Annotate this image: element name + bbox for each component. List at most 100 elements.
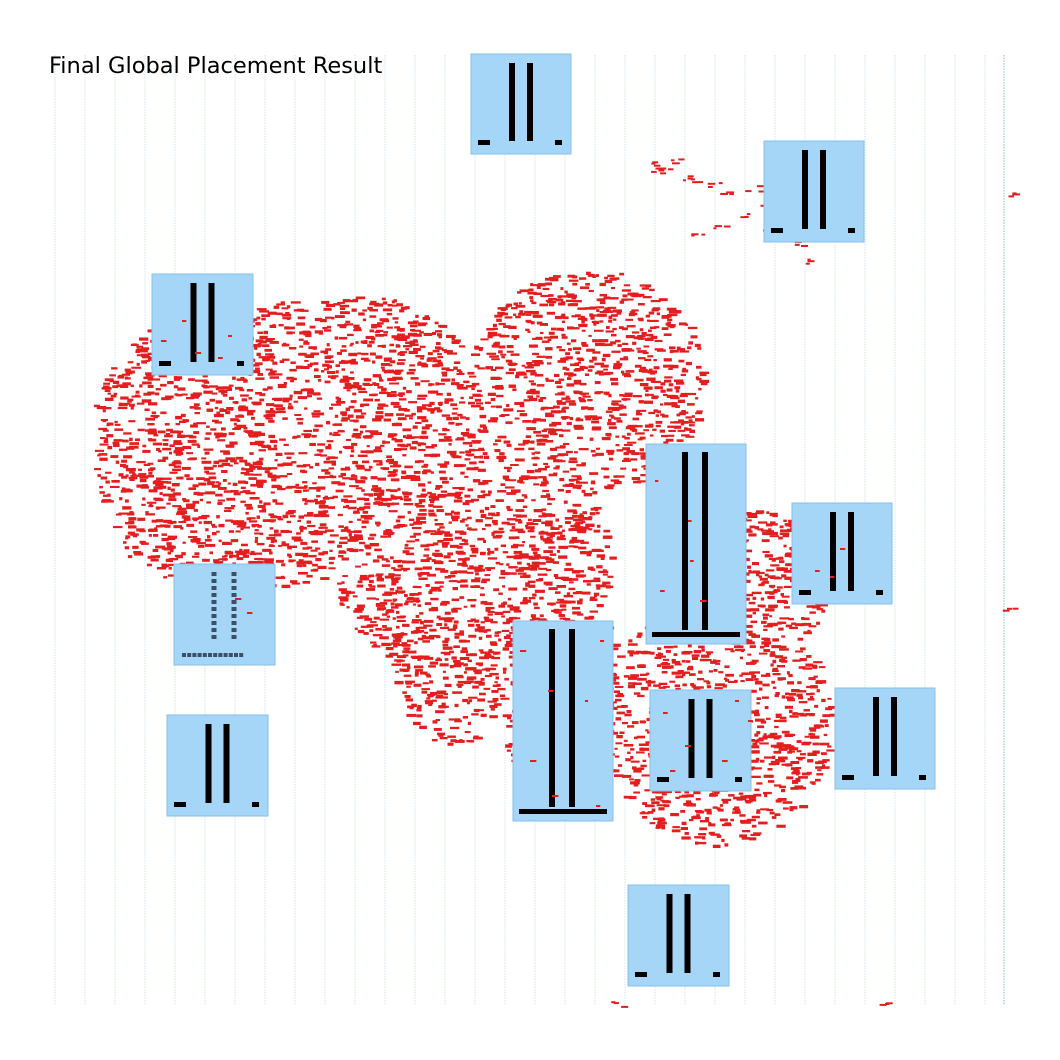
standard-cell (274, 459, 278, 462)
standard-cell (392, 617, 396, 620)
standard-cell (394, 636, 403, 639)
standard-cell (571, 570, 581, 574)
standard-cell (136, 461, 146, 464)
standard-cell (327, 325, 332, 329)
standard-cell (354, 327, 362, 331)
standard-cell (515, 315, 521, 319)
standard-cell (735, 648, 745, 651)
standard-cell (396, 610, 400, 614)
standard-cell (474, 680, 483, 684)
standard-cell (507, 716, 511, 720)
standard-cell (506, 404, 510, 408)
standard-cell (663, 441, 669, 444)
standard-cell (554, 373, 560, 377)
standard-cell (141, 399, 152, 403)
standard-cell (490, 505, 496, 508)
standard-cell (505, 304, 510, 308)
standard-cell (687, 644, 692, 648)
standard-cell (397, 359, 406, 362)
standard-cell (614, 686, 624, 688)
standard-cell (640, 474, 648, 477)
standard-cell (631, 428, 638, 432)
standard-cell (743, 630, 753, 634)
standard-cell (309, 466, 314, 469)
standard-cell (549, 335, 558, 339)
standard-cell (708, 670, 713, 673)
standard-cell (724, 665, 730, 669)
standard-cell (778, 556, 783, 560)
standard-cell (701, 836, 706, 840)
standard-cell (412, 656, 419, 659)
standard-cell (567, 326, 574, 330)
standard-cell (256, 352, 261, 356)
standard-cell (630, 458, 638, 461)
standard-cell (375, 574, 381, 577)
standard-cell (534, 589, 545, 593)
standard-cell (501, 355, 505, 359)
standard-cell (504, 644, 514, 648)
standard-cell (431, 495, 436, 500)
standard-cell (638, 400, 644, 404)
standard-cell (366, 597, 376, 600)
standard-cell (316, 488, 321, 492)
standard-cell (551, 421, 562, 426)
standard-cell (358, 606, 363, 609)
standard-cell (592, 416, 599, 421)
standard-cell (159, 524, 168, 527)
standard-cell (708, 823, 716, 827)
standard-cell (103, 494, 109, 497)
standard-cell (267, 386, 273, 390)
standard-cell (560, 600, 568, 603)
standard-cell (536, 285, 541, 289)
standard-cell (477, 468, 486, 472)
standard-cell (386, 615, 390, 618)
standard-cell (787, 698, 795, 702)
standard-cell (527, 518, 532, 522)
standard-cell (222, 393, 228, 397)
standard-cell (342, 360, 352, 364)
standard-cell (508, 325, 517, 329)
standard-cell (317, 443, 326, 446)
standard-cell (227, 482, 231, 485)
standard-cell (442, 427, 447, 432)
standard-cell (539, 556, 548, 559)
standard-cell (444, 512, 453, 516)
standard-cell (281, 343, 290, 347)
standard-cell (465, 417, 470, 421)
standard-cell (568, 460, 578, 464)
standard-cell (245, 491, 256, 495)
standard-cell (773, 736, 780, 740)
standard-cell (751, 824, 757, 828)
standard-cell (193, 431, 200, 435)
standard-cell (531, 391, 540, 395)
standard-cell (441, 568, 445, 571)
standard-cell (380, 535, 388, 538)
standard-cell (394, 372, 401, 375)
standard-cell (536, 384, 545, 387)
standard-cell (217, 439, 226, 442)
standard-cell (417, 416, 427, 420)
standard-cell (640, 366, 646, 370)
standard-cell (168, 567, 172, 570)
standard-cell (620, 467, 627, 470)
standard-cell (165, 395, 174, 399)
standard-cell (759, 577, 768, 581)
standard-cell (499, 386, 504, 390)
standard-cell (762, 580, 769, 584)
standard-cell (169, 451, 172, 455)
standard-cell (394, 337, 400, 341)
standard-cell (686, 428, 692, 431)
standard-cell (386, 312, 393, 316)
standard-cell (546, 362, 552, 365)
standard-cell (822, 764, 826, 767)
standard-cell (625, 370, 635, 373)
standard-cell (341, 345, 347, 348)
standard-cell (456, 385, 463, 389)
standard-cell (500, 572, 510, 576)
standard-cell (614, 774, 624, 777)
standard-cell (539, 596, 544, 600)
standard-cell (188, 378, 195, 381)
standard-cell (305, 499, 314, 503)
standard-cell (550, 527, 560, 530)
standard-cell (697, 841, 707, 845)
